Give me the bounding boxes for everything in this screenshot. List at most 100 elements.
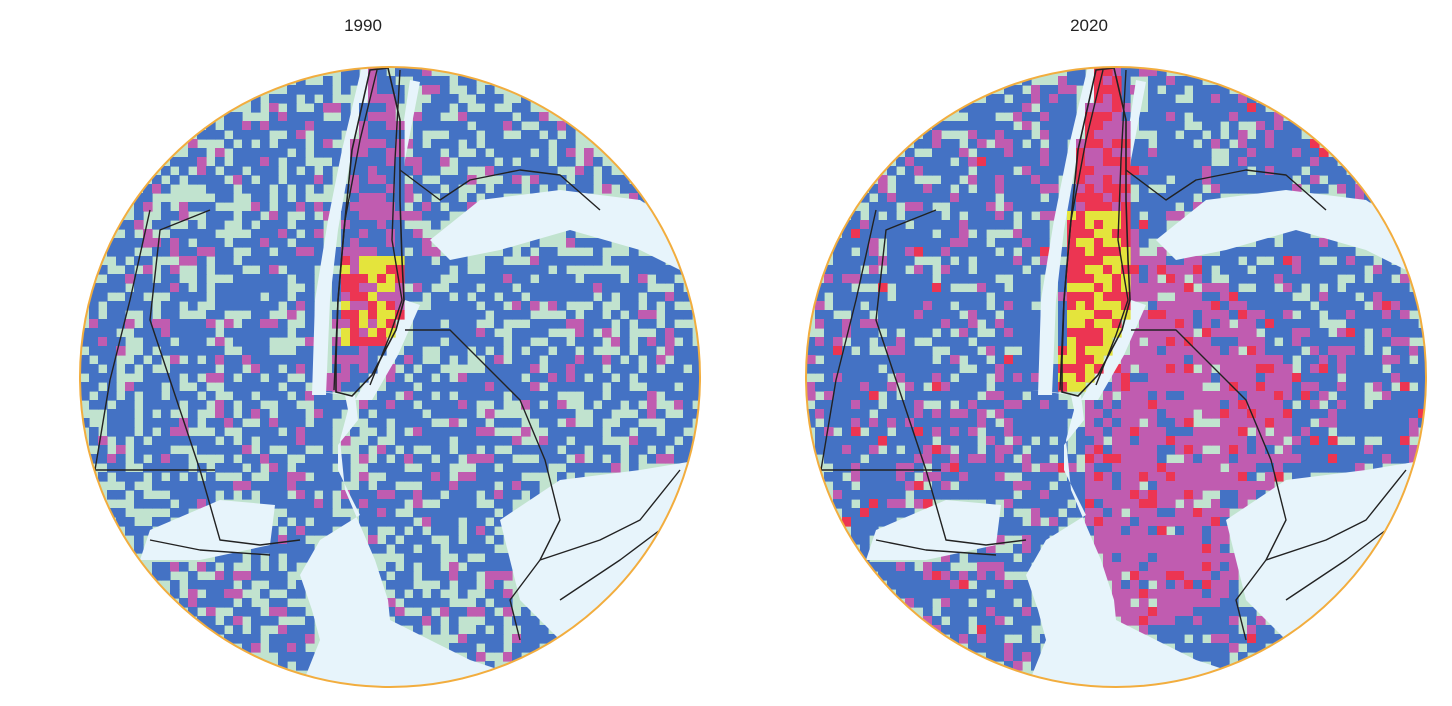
tract-cell (296, 481, 306, 491)
tract-cell (404, 364, 414, 374)
tract-cell (359, 193, 369, 203)
tract-cell (1220, 553, 1230, 563)
tract-cell (494, 346, 504, 356)
tract-cell (1184, 571, 1194, 581)
tract-cell (377, 418, 387, 428)
tract-cell (323, 508, 333, 518)
tract-cell (665, 391, 675, 401)
tract-cell (1328, 436, 1338, 446)
tract-cell (233, 463, 243, 473)
tract-cell (878, 202, 888, 212)
tract-cell (620, 301, 630, 311)
tract-cell (1247, 148, 1257, 158)
tract-cell (896, 571, 906, 581)
tract-cell (1301, 139, 1311, 149)
tract-cell (986, 490, 996, 500)
tract-cell (647, 391, 657, 401)
tract-cell (440, 508, 450, 518)
tract-cell (860, 373, 870, 383)
tract-cell (977, 256, 987, 266)
tract-cell (932, 562, 942, 572)
tract-cell (923, 319, 933, 329)
tract-cell (860, 229, 870, 239)
tract-cell (233, 589, 243, 599)
tract-cell (1382, 373, 1392, 383)
tract-cell (1283, 445, 1293, 455)
tract-cell (1139, 67, 1149, 77)
tract-cell (1058, 283, 1068, 293)
tract-cell (1004, 391, 1014, 401)
tract-cell (197, 616, 207, 626)
tract-cell (1220, 373, 1230, 383)
tract-cell (1049, 508, 1059, 518)
tract-cell (530, 346, 540, 356)
tract-cell (851, 517, 861, 527)
tract-cell (1247, 274, 1257, 284)
tract-cell (968, 157, 978, 167)
tract-cell (548, 409, 558, 419)
tract-cell (377, 148, 387, 158)
tract-cell (1346, 364, 1356, 374)
tract-cell (476, 94, 486, 104)
tract-cell (1310, 409, 1320, 419)
tract-cell (1202, 409, 1212, 419)
tract-cell (386, 382, 396, 392)
tract-cell (323, 382, 333, 392)
tract-cell (941, 256, 951, 266)
tract-cell (1166, 490, 1176, 500)
tract-cell (1148, 409, 1158, 419)
tract-cell (1373, 346, 1383, 356)
tract-cell (206, 490, 216, 500)
tract-cell (914, 283, 924, 293)
tract-cell (1355, 256, 1365, 266)
tract-cell (215, 463, 225, 473)
tract-cell (887, 238, 897, 248)
tract-cell (1265, 301, 1275, 311)
tract-cell (404, 544, 414, 554)
tract-cell (1139, 193, 1149, 203)
tract-cell (851, 328, 861, 338)
tract-cell (1175, 382, 1185, 392)
tract-cell (305, 355, 315, 365)
tract-cell (422, 463, 432, 473)
tract-cell (896, 355, 906, 365)
tract-cell (1022, 544, 1032, 554)
tract-cell (647, 310, 657, 320)
tract-cell (161, 310, 171, 320)
tract-cell (323, 472, 333, 482)
tract-cell (1247, 625, 1257, 635)
tract-cell (1049, 400, 1059, 410)
tract-cell (386, 535, 396, 545)
tract-cell (188, 607, 198, 617)
tract-cell (842, 445, 852, 455)
tract-cell (833, 490, 843, 500)
tract-cell (242, 346, 252, 356)
tract-cell (215, 589, 225, 599)
tract-cell (152, 436, 162, 446)
tract-cell (323, 436, 333, 446)
tract-cell (932, 616, 942, 626)
tract-cell (206, 310, 216, 320)
tract-cell (566, 445, 576, 455)
tract-cell (305, 94, 315, 104)
tract-cell (287, 625, 297, 635)
tract-cell (395, 607, 405, 617)
tract-cell (287, 85, 297, 95)
water-body (1038, 67, 1104, 395)
tract-cell (413, 337, 423, 347)
tract-cell (557, 427, 567, 437)
tract-cell (530, 301, 540, 311)
tract-cell (1085, 400, 1095, 410)
tract-cell (1067, 508, 1077, 518)
tract-cell (89, 328, 99, 338)
tract-cell (833, 499, 843, 509)
tract-cell (1355, 337, 1365, 347)
tract-cell (647, 409, 657, 419)
tract-cell (1247, 382, 1257, 392)
tract-cell (512, 103, 522, 113)
tract-cell (98, 346, 108, 356)
tract-cell (914, 355, 924, 365)
tract-cell (557, 355, 567, 365)
tract-cell (386, 508, 396, 518)
tract-cell (905, 256, 915, 266)
